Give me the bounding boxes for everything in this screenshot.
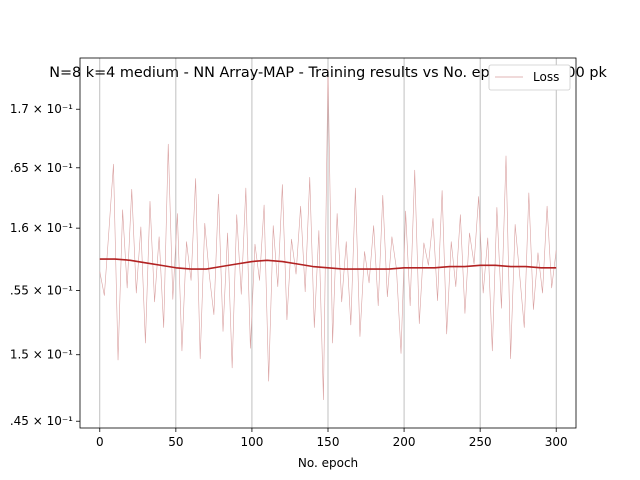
legend: Loss xyxy=(488,64,571,91)
x-axis-label: No. epoch xyxy=(298,456,358,470)
y-tick-label: .45 × 10⁻¹ xyxy=(10,414,73,428)
x-tick-label: 0 xyxy=(96,435,104,449)
y-tick-label: .65 × 10⁻¹ xyxy=(10,161,73,175)
series-line-loss xyxy=(99,68,557,401)
x-tick-label: 50 xyxy=(168,435,183,449)
series-line-smoothed xyxy=(99,258,557,270)
y-tick-label: 1.5 × 10⁻¹ xyxy=(10,348,73,362)
x-tick-label: 150 xyxy=(317,435,340,449)
legend-entry-loss: Loss xyxy=(533,70,559,84)
y-axis: .45 × 10⁻¹ 1.5 × 10⁻¹ .55 × 10⁻¹ 1.6 × 10⁻¹… xyxy=(10,102,80,428)
x-axis: 0 50 100 150 200 250 300 xyxy=(96,428,568,449)
y-tick-label: 1.6 × 10⁻¹ xyxy=(10,221,73,235)
y-tick-label: .55 × 10⁻¹ xyxy=(10,283,73,297)
x-tick-label: 100 xyxy=(240,435,263,449)
series-layer xyxy=(99,68,557,401)
legend-box xyxy=(488,64,571,91)
x-tick-label: 300 xyxy=(545,435,568,449)
x-tick-label: 200 xyxy=(393,435,416,449)
chart-title: N=8 k=4 medium - NN Array-MAP - Training… xyxy=(49,65,607,81)
x-tick-label: 250 xyxy=(469,435,492,449)
y-tick-label: 1.7 × 10⁻¹ xyxy=(10,102,73,116)
